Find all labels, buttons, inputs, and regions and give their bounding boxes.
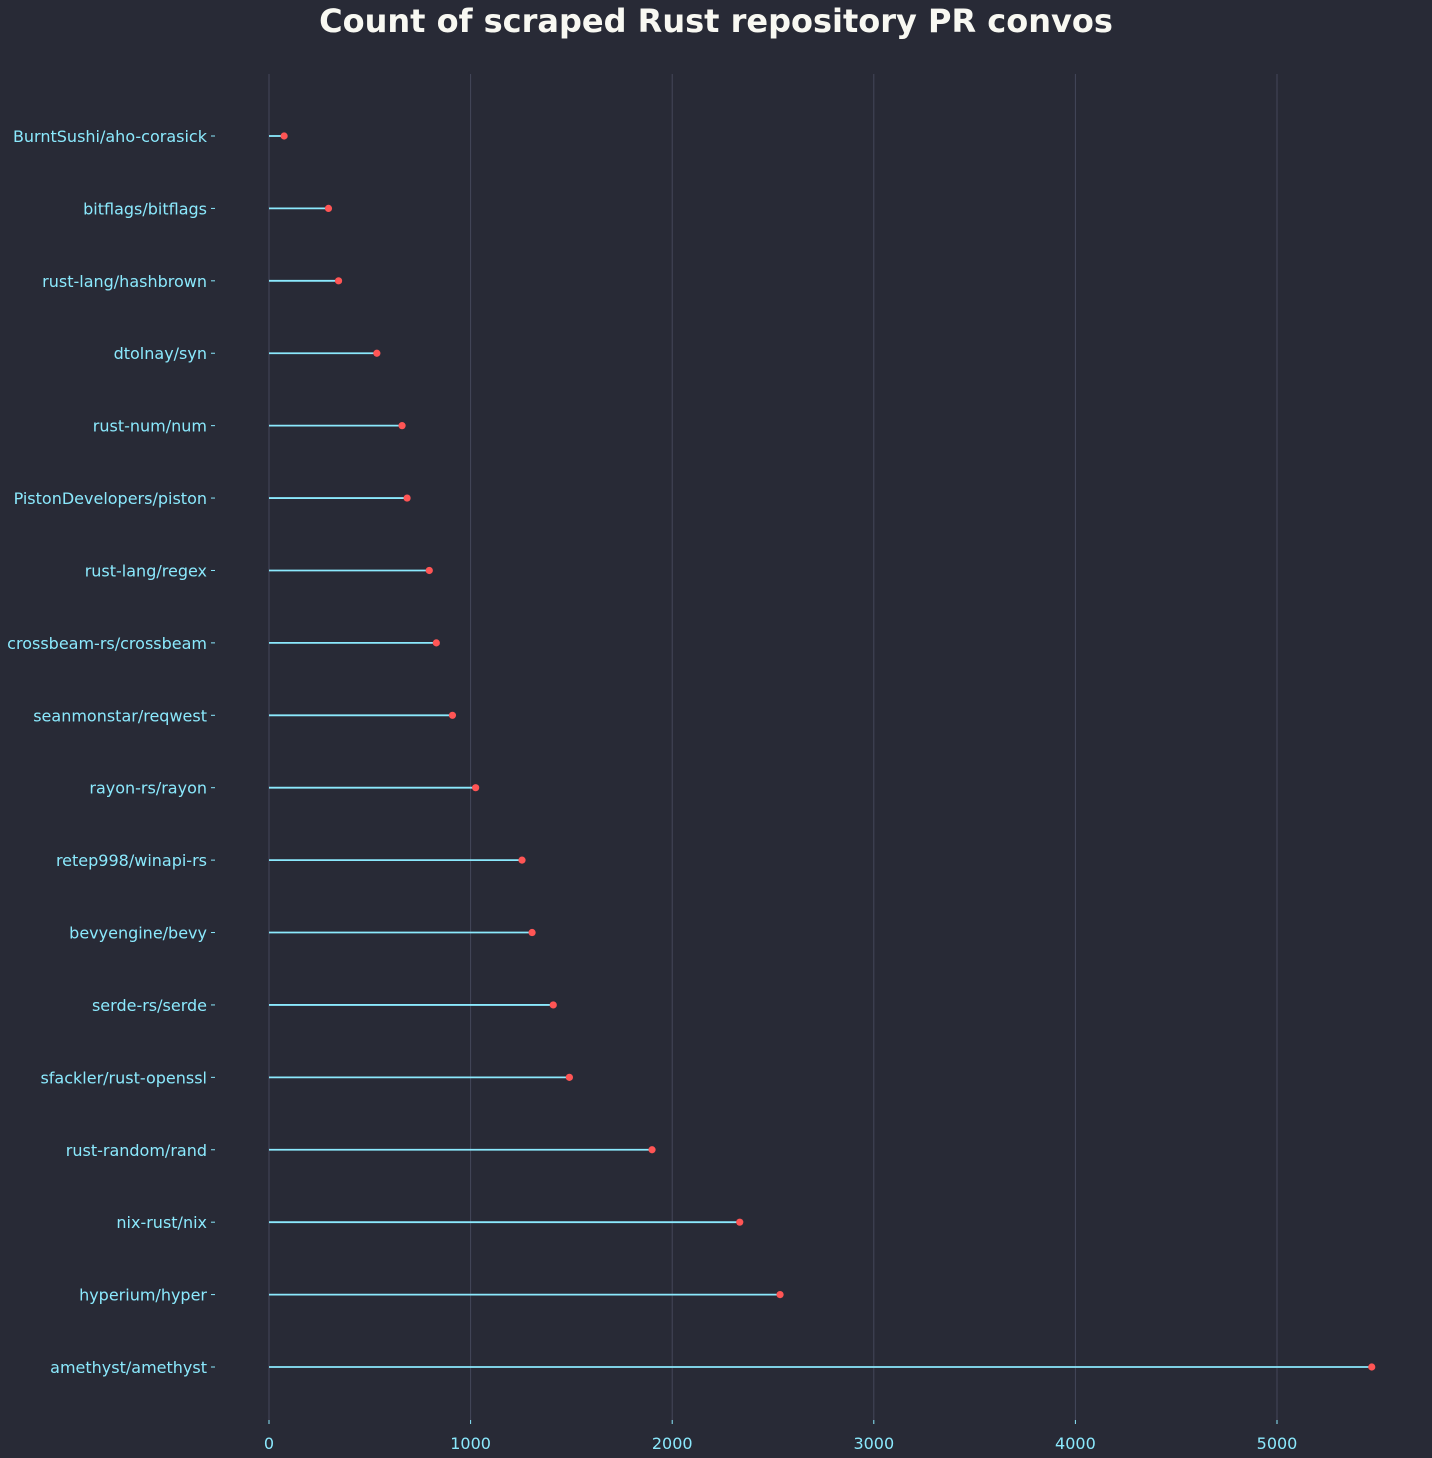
y-tick-label: rust-lang/hashbrown: [42, 272, 207, 291]
y-tick-label: dtolnay/syn: [114, 344, 207, 363]
x-tick-label: 1000: [450, 1434, 491, 1453]
y-tick-label: crossbeam-rs/crossbeam: [7, 634, 207, 653]
y-tick-label: sfackler/rust-openssl: [40, 1068, 207, 1087]
data-point: [565, 1073, 573, 1081]
y-tick-label: rust-lang/regex: [85, 561, 207, 580]
data-point: [736, 1218, 744, 1226]
marker-layer: [280, 132, 1376, 1371]
x-tick-label: 4000: [1055, 1434, 1096, 1453]
y-tick-label: bevyengine/bevy: [69, 924, 207, 943]
y-tick-label: rust-num/num: [93, 417, 207, 436]
data-point: [472, 784, 480, 792]
data-point: [528, 928, 536, 937]
data-point: [398, 422, 406, 430]
y-tick-label: seanmonstar/reqwest: [33, 706, 207, 725]
data-point: [334, 277, 343, 285]
data-point: [776, 1290, 784, 1299]
y-tick-label: amethyst/amethyst: [50, 1358, 207, 1377]
y-tick-label: PistonDevelopers/piston: [14, 489, 207, 508]
y-tick-label: nix-rust/nix: [116, 1213, 207, 1232]
data-point: [425, 566, 433, 575]
data-point: [324, 204, 333, 213]
y-tick-layer: BurntSushi/aho-corasick bitflags/bitflags…: [7, 127, 215, 1377]
x-tick-layer: 0 1000 2000 3000 4000 5000: [264, 1420, 1297, 1453]
chart-title: Count of scraped Rust repository PR conv…: [319, 2, 1113, 40]
x-tick-label: 3000: [853, 1434, 894, 1453]
data-point: [432, 639, 440, 647]
data-point: [403, 494, 411, 502]
y-tick-label: bitflags/bitflags: [83, 199, 207, 218]
y-tick-label: BurntSushi/aho-corasick: [13, 127, 208, 146]
x-tick-label: 0: [264, 1434, 274, 1453]
y-tick-label: hyperium/hyper: [79, 1286, 207, 1305]
data-point: [518, 856, 526, 864]
y-tick-label: serde-rs/serde: [92, 996, 207, 1015]
data-point: [549, 1001, 557, 1009]
y-tick-label: rust-random/rand: [66, 1141, 207, 1160]
y-tick-label: rayon-rs/rayon: [89, 779, 207, 798]
data-point: [373, 349, 381, 357]
data-point: [648, 1146, 656, 1154]
x-tick-label: 5000: [1257, 1434, 1298, 1453]
stem-layer: [269, 135, 1372, 1368]
data-point: [1368, 1363, 1376, 1371]
data-point: [280, 132, 288, 140]
grid-layer: [268, 74, 1278, 1420]
y-tick-label: retep998/winapi-rs: [56, 851, 207, 870]
data-point: [448, 711, 457, 719]
x-tick-label: 2000: [652, 1434, 693, 1453]
